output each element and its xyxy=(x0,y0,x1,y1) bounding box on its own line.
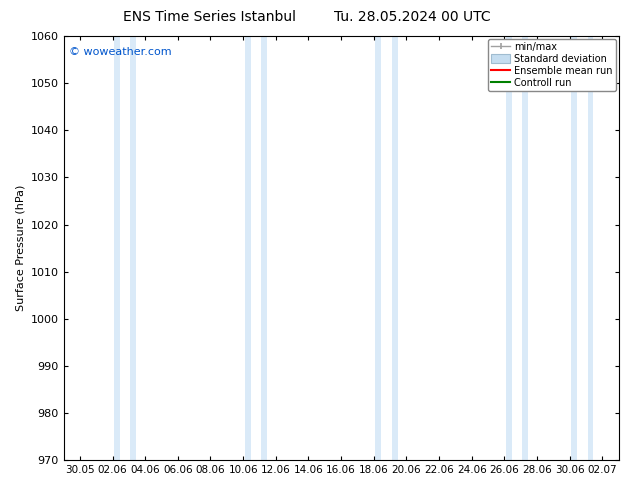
Bar xyxy=(114,36,120,460)
Y-axis label: Surface Pressure (hPa): Surface Pressure (hPa) xyxy=(15,185,25,311)
Bar xyxy=(506,36,512,460)
Bar xyxy=(131,36,136,460)
Bar xyxy=(522,36,528,460)
Bar xyxy=(375,36,381,460)
Text: © woweather.com: © woweather.com xyxy=(69,47,172,57)
Bar xyxy=(392,36,398,460)
Bar xyxy=(588,36,593,460)
Bar xyxy=(571,36,577,460)
Text: Tu. 28.05.2024 00 UTC: Tu. 28.05.2024 00 UTC xyxy=(333,10,491,24)
Legend: min/max, Standard deviation, Ensemble mean run, Controll run: min/max, Standard deviation, Ensemble me… xyxy=(488,39,616,91)
Bar xyxy=(245,36,250,460)
Text: ENS Time Series Istanbul: ENS Time Series Istanbul xyxy=(123,10,295,24)
Bar xyxy=(261,36,267,460)
